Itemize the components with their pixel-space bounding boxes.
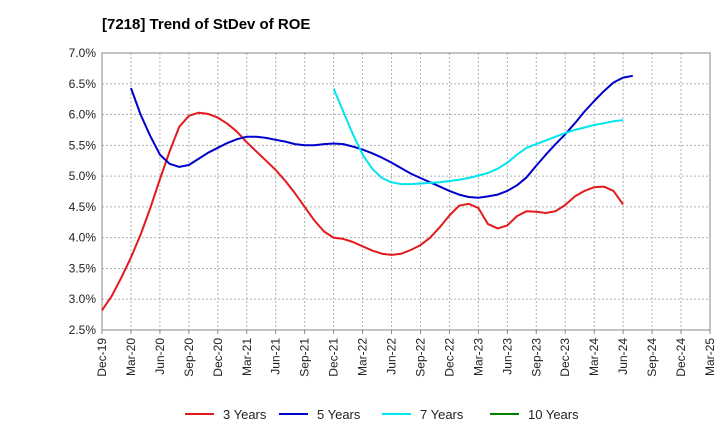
legend-label: 7 Years: [420, 407, 464, 422]
x-tick-label: Dec-21: [327, 338, 341, 377]
y-tick-label: 4.5%: [69, 200, 97, 214]
y-tick-label: 3.0%: [69, 292, 97, 306]
x-tick-label: Dec-22: [442, 338, 456, 377]
x-tick-label: Sep-22: [413, 338, 427, 377]
x-tick-label: Sep-20: [182, 338, 196, 377]
chart-title: [7218] Trend of StDev of ROE: [102, 16, 310, 33]
x-tick-label: Mar-25: [703, 338, 717, 376]
series-line-3: [332, 88, 624, 186]
x-tick-label: Sep-23: [529, 338, 543, 377]
x-tick-label: Sep-21: [298, 338, 312, 377]
x-tick-label: Mar-23: [471, 338, 485, 376]
x-tick-label: Jun-22: [385, 338, 399, 375]
series-lines: [101, 74, 633, 311]
series-line-2: [130, 74, 633, 199]
x-tick-label: Mar-21: [240, 338, 254, 376]
x-tick-label: Jun-24: [616, 338, 630, 375]
legend-label: 10 Years: [528, 407, 579, 422]
legend: 3 Years 5 Years 7 Years 10 Years: [185, 407, 579, 422]
y-tick-label: 3.5%: [69, 261, 97, 275]
y-tick-label: 5.5%: [69, 138, 97, 152]
x-tick-label: Dec-19: [95, 338, 109, 377]
plot-area: [101, 52, 711, 331]
x-tick-label: Mar-22: [356, 338, 370, 376]
x-tick-label: Jun-20: [153, 338, 167, 375]
x-axis: Dec-19 Mar-20 Jun-20 Sep-20 Dec-20 Mar-21 Jun-…: [95, 330, 717, 377]
y-tick-label: 5.0%: [69, 169, 97, 183]
x-tick-label: Jun-23: [500, 338, 514, 375]
y-tick-label: 2.5%: [69, 323, 97, 337]
y-tick-label: 6.5%: [69, 77, 97, 91]
x-tick-label: Mar-20: [124, 338, 138, 376]
x-tick-label: Dec-20: [211, 338, 225, 377]
x-tick-label: Dec-24: [674, 338, 688, 377]
y-tick-label: 6.0%: [69, 108, 97, 122]
legend-label: 5 Years: [317, 407, 361, 422]
x-tick-label: Dec-23: [558, 338, 572, 377]
grid: [101, 52, 711, 331]
x-tick-label: Jun-21: [269, 338, 283, 375]
y-axis: 2.5% 3.0% 3.5% 4.0% 4.5% 5.0% 5.5% 6.0% 6.5% 7.0%: [69, 46, 97, 337]
y-tick-label: 4.0%: [69, 231, 97, 245]
legend-label: 3 Years: [223, 407, 267, 422]
x-tick-label: Sep-24: [645, 338, 659, 377]
y-tick-label: 7.0%: [69, 46, 97, 60]
x-tick-label: Mar-24: [587, 338, 601, 376]
series-line-1: [101, 111, 624, 311]
